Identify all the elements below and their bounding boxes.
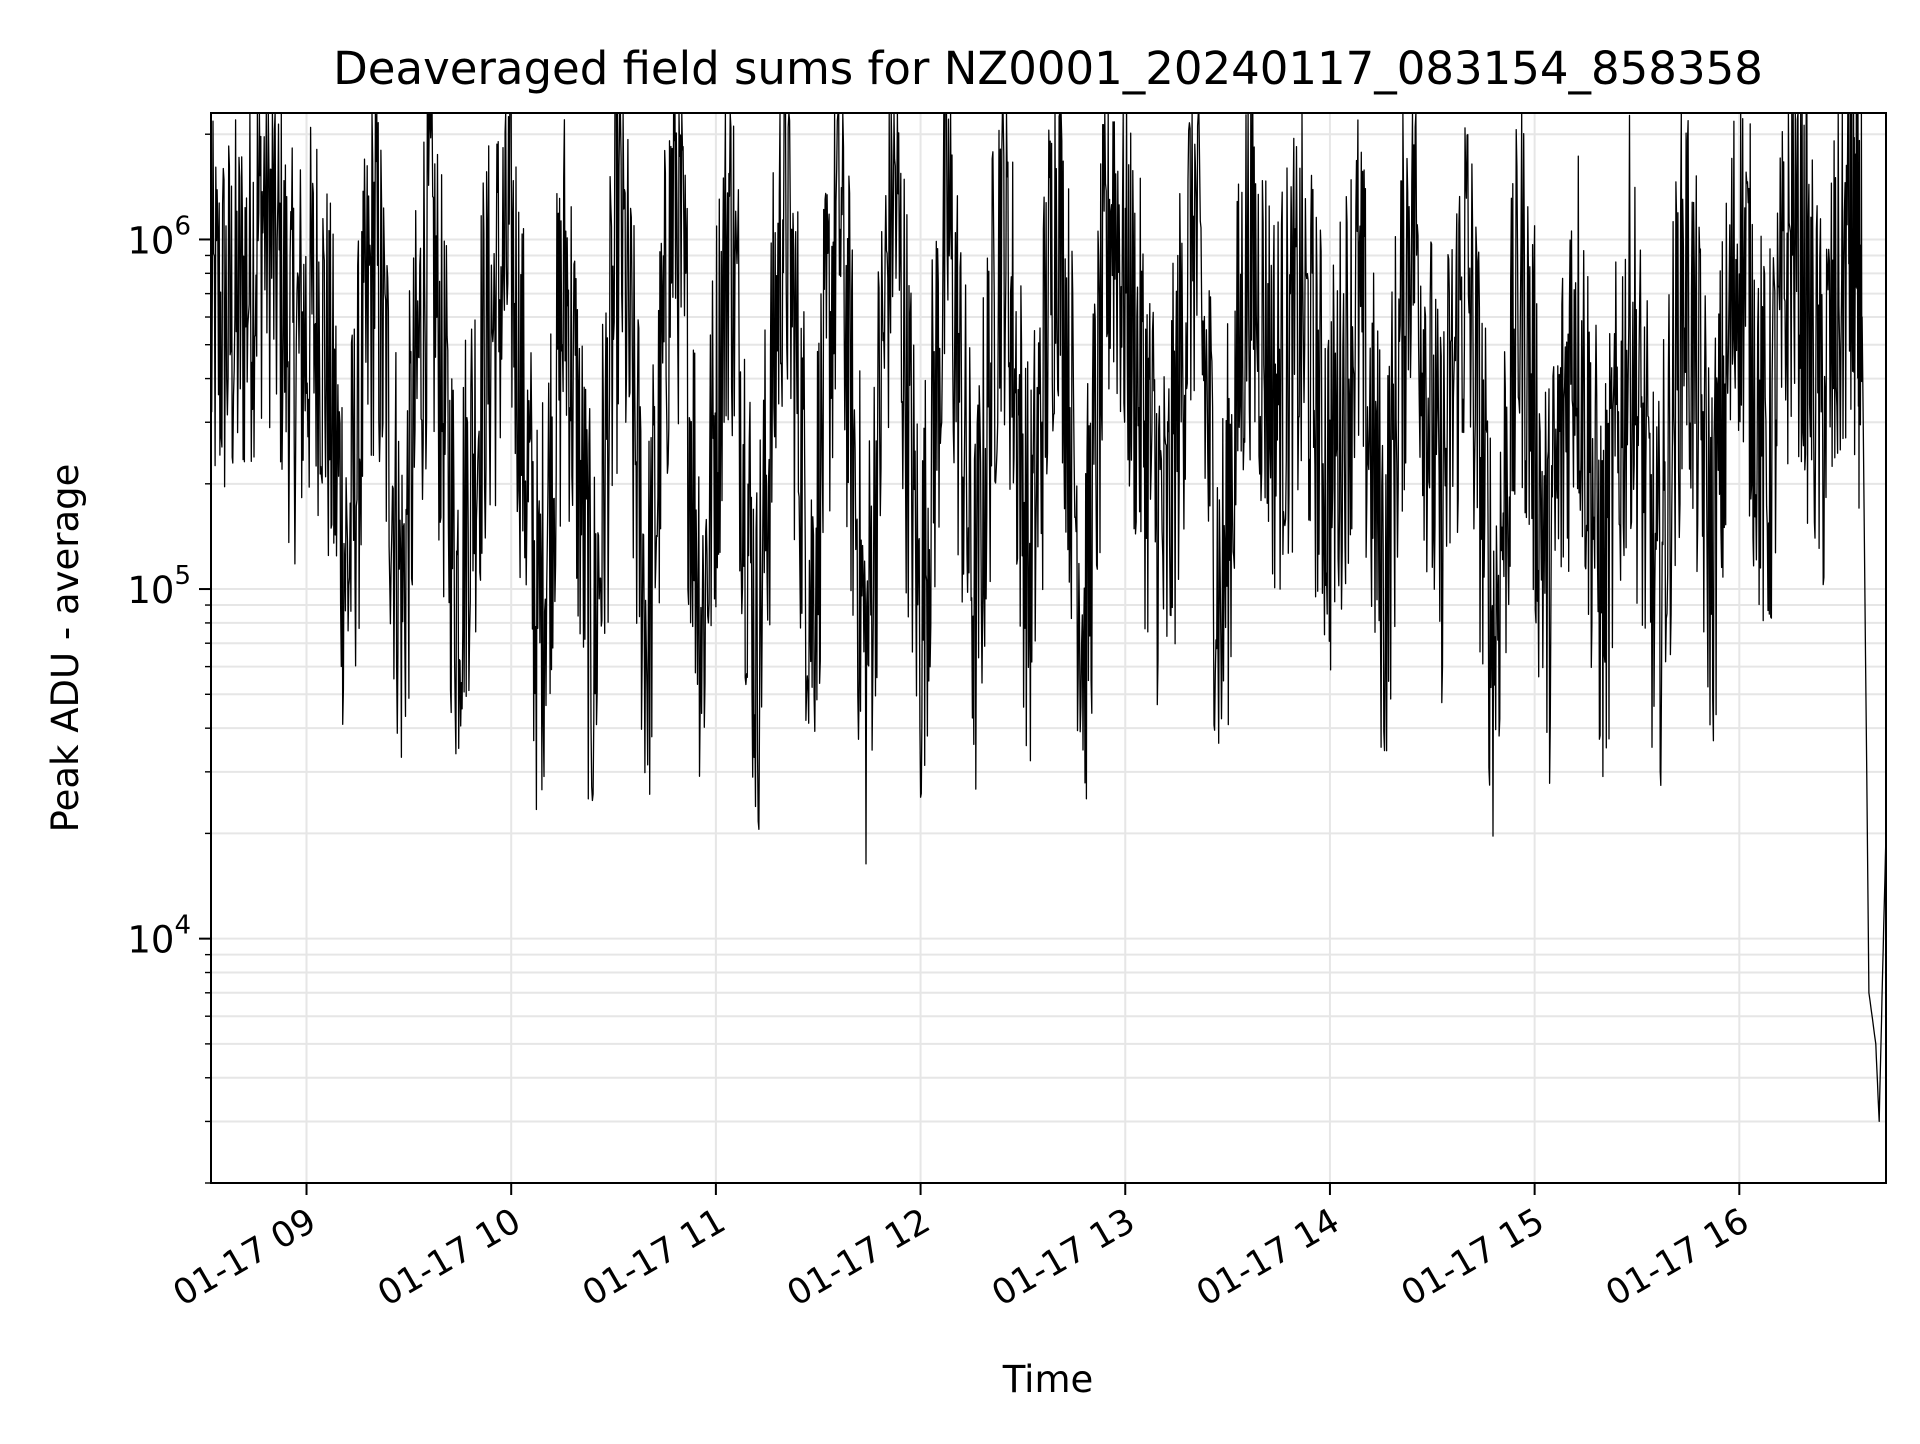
x-tick-label: 01-17 10 — [371, 1201, 527, 1314]
plot-frame — [210, 112, 1887, 1184]
x-tick-label: 01-17 13 — [985, 1201, 1141, 1314]
y-tick-label: 106 — [127, 211, 191, 262]
x-tick-label: 01-17 11 — [576, 1201, 732, 1314]
y-axis: 104 105 106 — [127, 133, 211, 1184]
x-tick-label: 01-17 16 — [1600, 1201, 1756, 1314]
series-line — [211, 113, 1886, 1123]
chart-title: Deaveraged field sums for NZ0001_2024011… — [333, 42, 1763, 95]
y-tick-label: 104 — [127, 911, 191, 962]
y-axis-label: Peak ADU - average — [44, 464, 87, 833]
x-tick-label: 01-17 12 — [781, 1201, 937, 1314]
x-tick-label: 01-17 09 — [167, 1201, 323, 1314]
x-tick-label: 01-17 15 — [1395, 1201, 1551, 1314]
y-tick-label: 105 — [127, 561, 191, 612]
x-axis-label: Time — [1002, 1358, 1094, 1401]
x-axis: 01-17 09 01-17 10 01-17 11 01-17 12 01-17 13… — [167, 1183, 1756, 1314]
x-tick-label: 01-17 14 — [1190, 1201, 1346, 1314]
plot-area — [211, 113, 1886, 1123]
